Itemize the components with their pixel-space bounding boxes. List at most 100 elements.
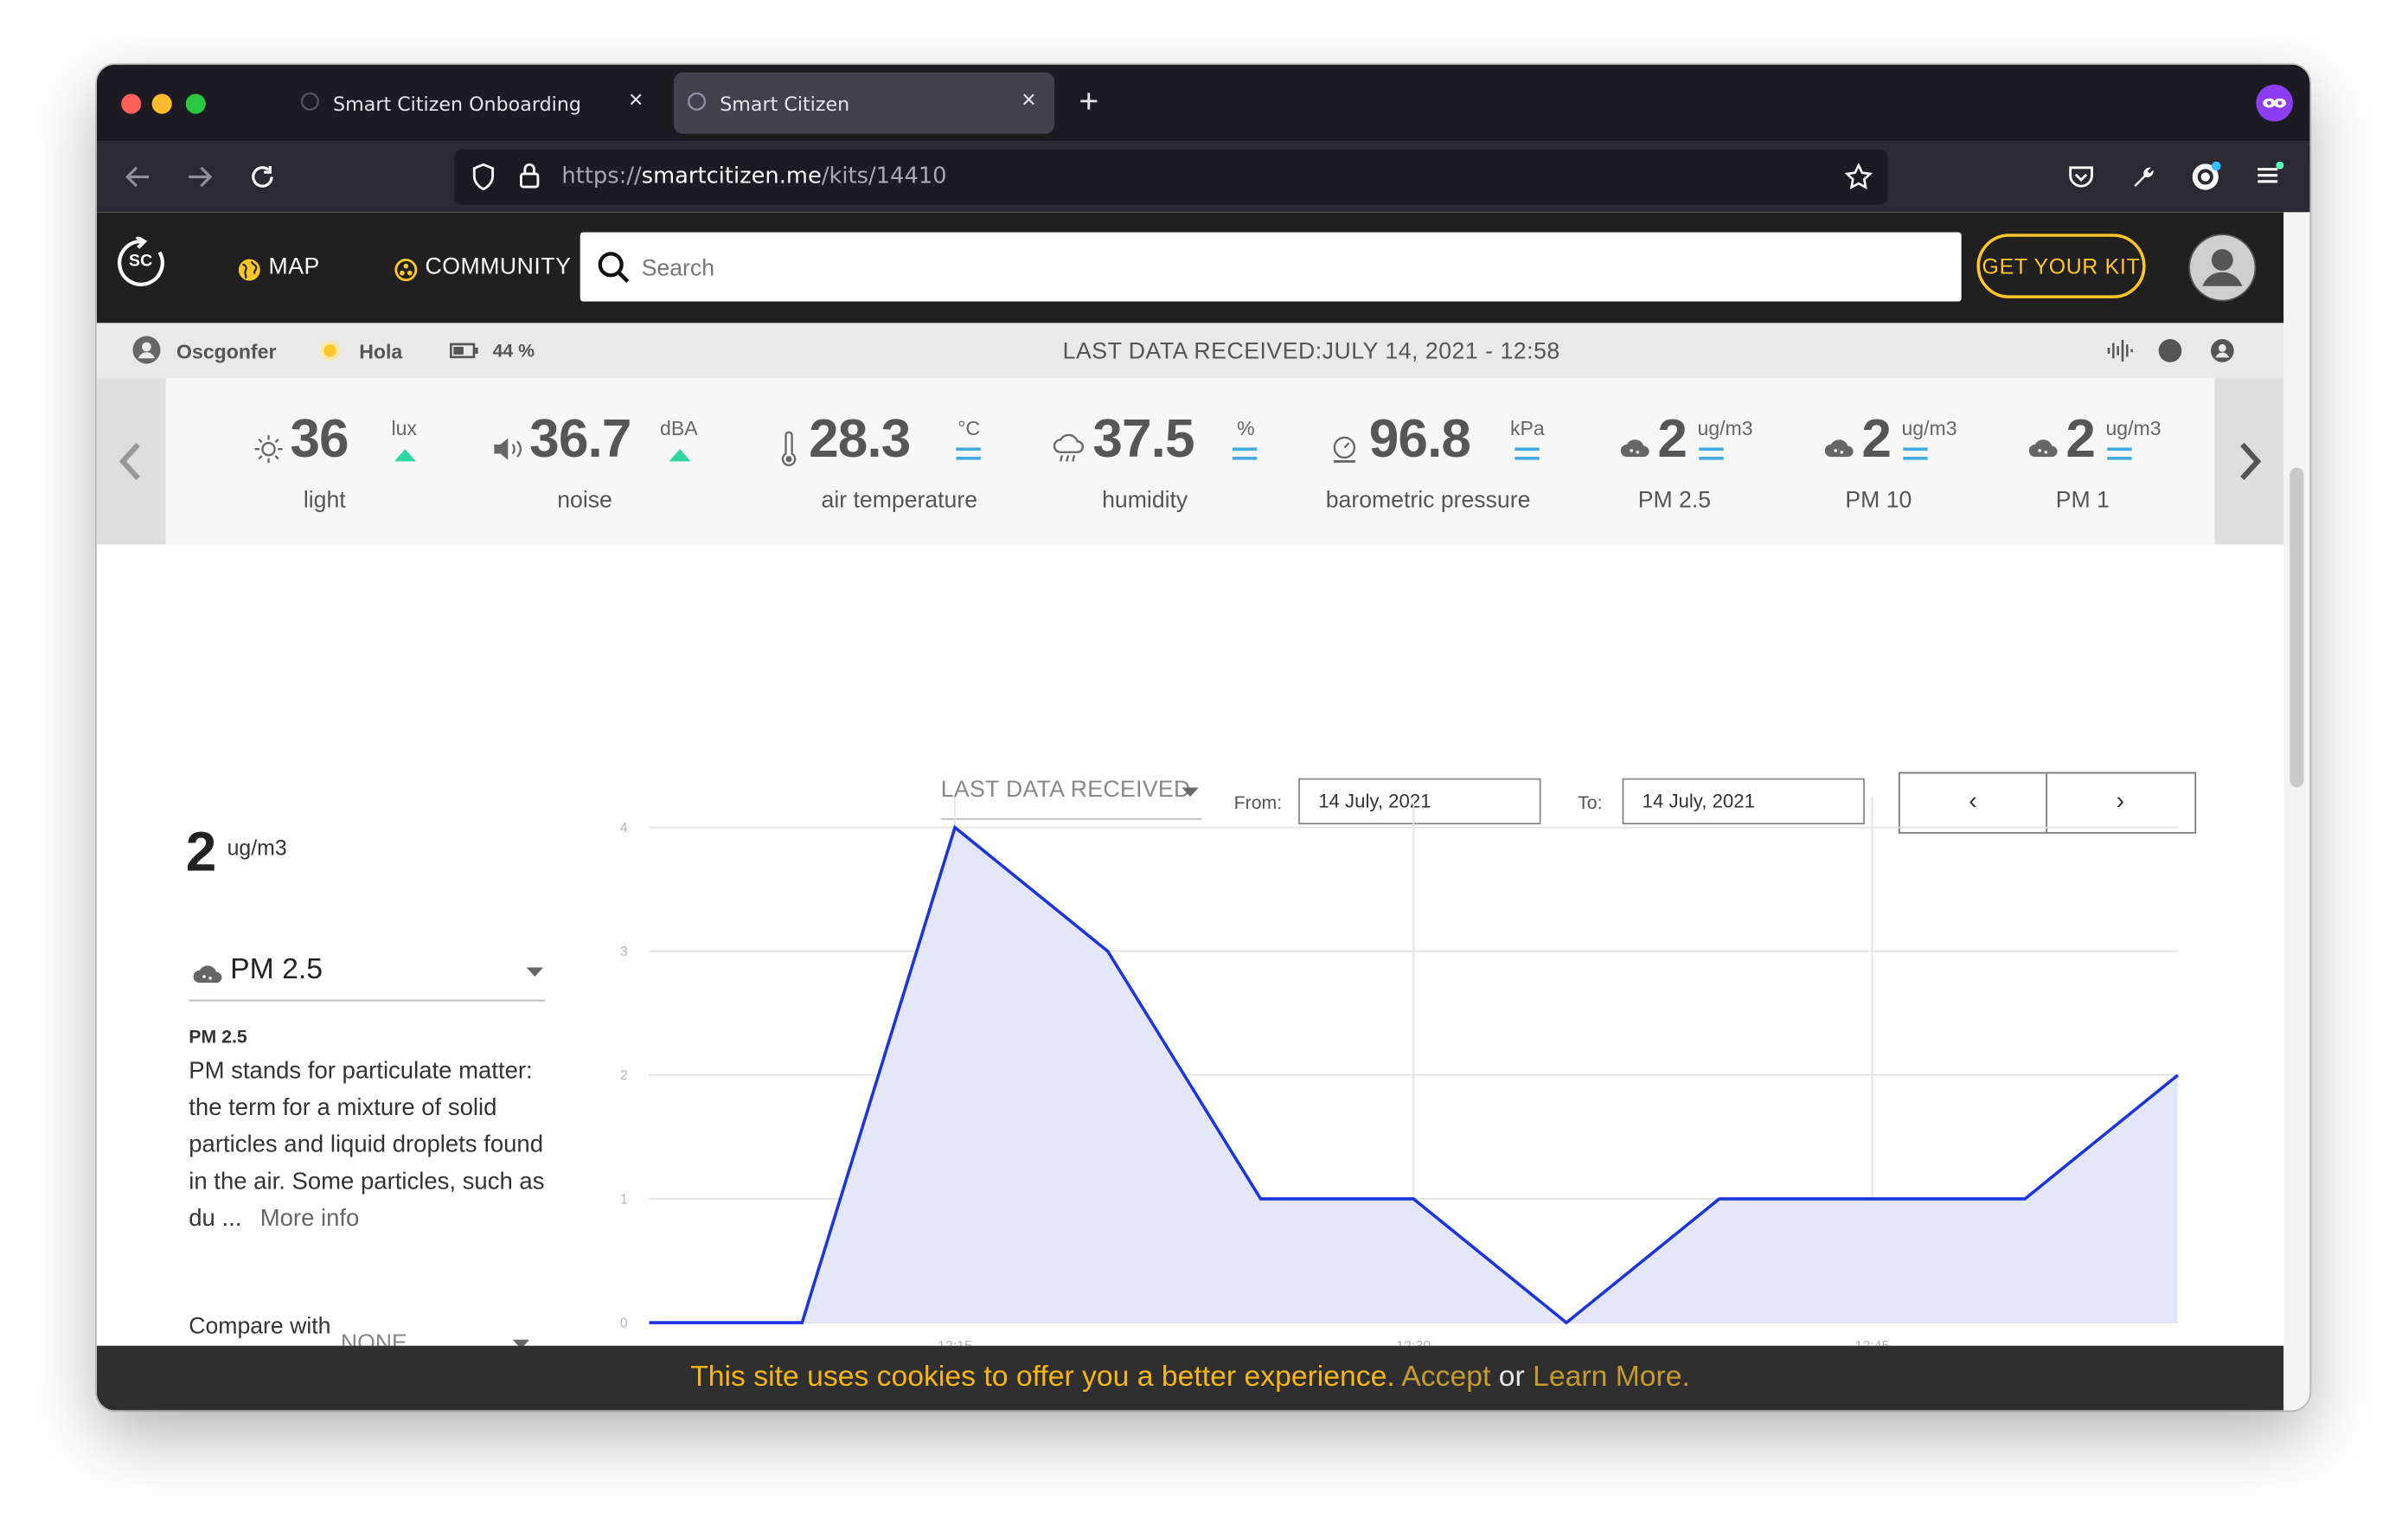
trend-equal-icon xyxy=(1232,447,1258,460)
sensor-air-temperature[interactable]: 28.3 °C air temperature xyxy=(777,378,1022,544)
kit-owner[interactable]: Oscgonfer xyxy=(176,339,277,363)
map-link[interactable]: MAP xyxy=(268,253,320,280)
sensor-humidity[interactable]: 37.5 % humidity xyxy=(1051,378,1265,544)
pocket-icon[interactable] xyxy=(2067,163,2095,190)
sensor-barometric-pressure[interactable]: 96.8 kPa barometric pressure xyxy=(1324,378,1554,544)
get-your-kit-button[interactable]: GET YOUR KIT xyxy=(1976,234,2146,298)
extension-icon[interactable] xyxy=(2190,160,2224,194)
new-tab-button[interactable]: + xyxy=(1079,81,1099,120)
tab-onboarding[interactable]: Smart Citizen Onboarding × xyxy=(287,73,662,134)
menu-icon[interactable] xyxy=(2255,160,2285,191)
cookie-or-text: or xyxy=(1498,1361,1525,1394)
sensor-label: noise xyxy=(557,487,612,514)
data-point xyxy=(1869,1195,1875,1202)
dust-cloud-icon xyxy=(1620,439,1649,458)
rain-cloud-icon xyxy=(1053,433,1084,462)
sensor-unit: dBA xyxy=(659,416,698,440)
shield-icon[interactable] xyxy=(471,163,496,191)
user-avatar[interactable] xyxy=(2188,234,2257,302)
sc-logo-icon xyxy=(118,234,164,286)
site-header: SC MAP COMMUNITY GET YOUR KIT xyxy=(96,212,2284,324)
sensor-label: PM 2.5 xyxy=(1637,487,1712,514)
cookie-accept-link[interactable]: Accept xyxy=(1401,1361,1491,1394)
back-arrow-icon[interactable] xyxy=(125,163,152,190)
data-point xyxy=(1563,1320,1569,1326)
series-line xyxy=(649,824,2179,1325)
dust-cloud-icon xyxy=(1824,439,1854,458)
tab-smart-citizen[interactable]: Smart Citizen × xyxy=(673,72,1055,134)
sensor-light[interactable]: 36 lux light xyxy=(250,378,419,544)
close-tab-icon[interactable]: × xyxy=(628,87,644,114)
sensor-unit: % xyxy=(1237,416,1255,440)
wrench-icon[interactable] xyxy=(2130,163,2158,190)
scrollbar-thumb[interactable] xyxy=(2290,467,2304,788)
data-point xyxy=(1105,948,1111,954)
search-box[interactable] xyxy=(580,232,1962,305)
bookmark-star-icon[interactable] xyxy=(1844,163,1873,190)
minimize-window-button[interactable] xyxy=(151,93,172,114)
sensor-label: PM 10 xyxy=(1845,487,1912,514)
page-content: SC MAP COMMUNITY GET YOUR KIT Oscgonfer … xyxy=(96,212,2284,1411)
time-range-value: LAST DATA RECEIVED xyxy=(940,776,1191,804)
sc-favicon-icon xyxy=(688,92,707,111)
trend-equal-icon xyxy=(1903,447,1928,460)
more-info-link[interactable]: More info xyxy=(259,1205,360,1233)
sensor-value: 96.8 xyxy=(1368,408,1471,470)
trend-up-icon xyxy=(394,449,416,462)
sensor-unit: kPa xyxy=(1510,416,1545,440)
data-point xyxy=(951,824,957,830)
private-browsing-icon xyxy=(2256,84,2293,122)
owner-icon[interactable] xyxy=(2210,338,2234,362)
tab-title: Smart Citizen xyxy=(720,92,850,116)
url-text: https://smartcitizen.me/kits/14410 xyxy=(561,164,946,189)
sensor-pm-1[interactable]: 2 ug/m3 PM 1 xyxy=(2027,378,2181,544)
sensor-label: humidity xyxy=(1102,487,1188,514)
carousel-next-button[interactable] xyxy=(2214,378,2284,545)
search-input[interactable] xyxy=(638,232,1934,305)
close-tab-icon[interactable]: × xyxy=(1021,87,1036,114)
cookie-learn-more-link[interactable]: Learn More. xyxy=(1533,1361,1690,1394)
reload-icon[interactable] xyxy=(248,163,276,190)
sc-logo[interactable]: SC xyxy=(117,234,169,289)
scrollbar[interactable] xyxy=(2283,212,2310,1411)
sensor-value: 36.7 xyxy=(529,408,631,470)
dust-cloud-icon xyxy=(193,965,222,984)
sensor-value: 2 xyxy=(1861,408,1892,470)
status-dot-icon xyxy=(2158,339,2182,362)
browser-window: Smart Citizen Onboarding × Smart Citizen… xyxy=(96,64,2310,1411)
dust-cloud-icon xyxy=(2028,439,2058,458)
current-value: 2 xyxy=(185,819,217,883)
lock-icon[interactable] xyxy=(519,162,541,189)
sensor-pm-2-5[interactable]: 2 ug/m3 PM 2.5 xyxy=(1619,378,1772,544)
time-range-select[interactable]: LAST DATA RECEIVED xyxy=(940,766,1202,820)
y-tick-label: 4 xyxy=(620,821,628,836)
user-avatar-icon xyxy=(2190,235,2255,300)
url-bar[interactable]: https://smartcitizen.me/kits/14410 xyxy=(454,149,1888,205)
forward-arrow-icon[interactable] xyxy=(186,163,214,190)
logo-text: SC xyxy=(129,252,153,271)
close-window-button[interactable] xyxy=(121,93,142,114)
to-date-input[interactable]: 14 July, 2021 xyxy=(1622,778,1865,825)
sensor-select[interactable]: PM 2.5 xyxy=(189,945,545,1002)
tab-title: Smart Citizen Onboarding xyxy=(333,92,581,116)
compare-label: Compare with xyxy=(189,1313,331,1340)
community-link[interactable]: COMMUNITY xyxy=(425,253,572,280)
trend-equal-icon xyxy=(2107,447,2132,460)
zoom-window-button[interactable] xyxy=(185,93,206,114)
next-period-button[interactable]: › xyxy=(2116,789,2125,816)
sound-wave-icon[interactable] xyxy=(2105,338,2133,362)
sensor-pm-10[interactable]: 2 ug/m3 PM 10 xyxy=(1823,378,1976,544)
sensor-noise[interactable]: 36.7 dBA noise xyxy=(488,378,718,544)
sensor-label: barometric pressure xyxy=(1325,487,1531,514)
carousel-prev-button[interactable] xyxy=(96,378,166,545)
from-date-input[interactable]: 14 July, 2021 xyxy=(1298,778,1541,825)
url-host: smartcitizen.me xyxy=(641,164,822,189)
caret-down-icon xyxy=(512,1339,530,1349)
tab-bar: Smart Citizen Onboarding × Smart Citizen… xyxy=(96,64,2310,142)
y-tick-label: 2 xyxy=(620,1068,628,1083)
trend-up-icon xyxy=(669,449,691,462)
chevron-right-icon xyxy=(2240,442,2262,481)
previous-period-button[interactable]: ‹ xyxy=(1900,773,2048,832)
caret-down-icon xyxy=(1182,787,1199,798)
